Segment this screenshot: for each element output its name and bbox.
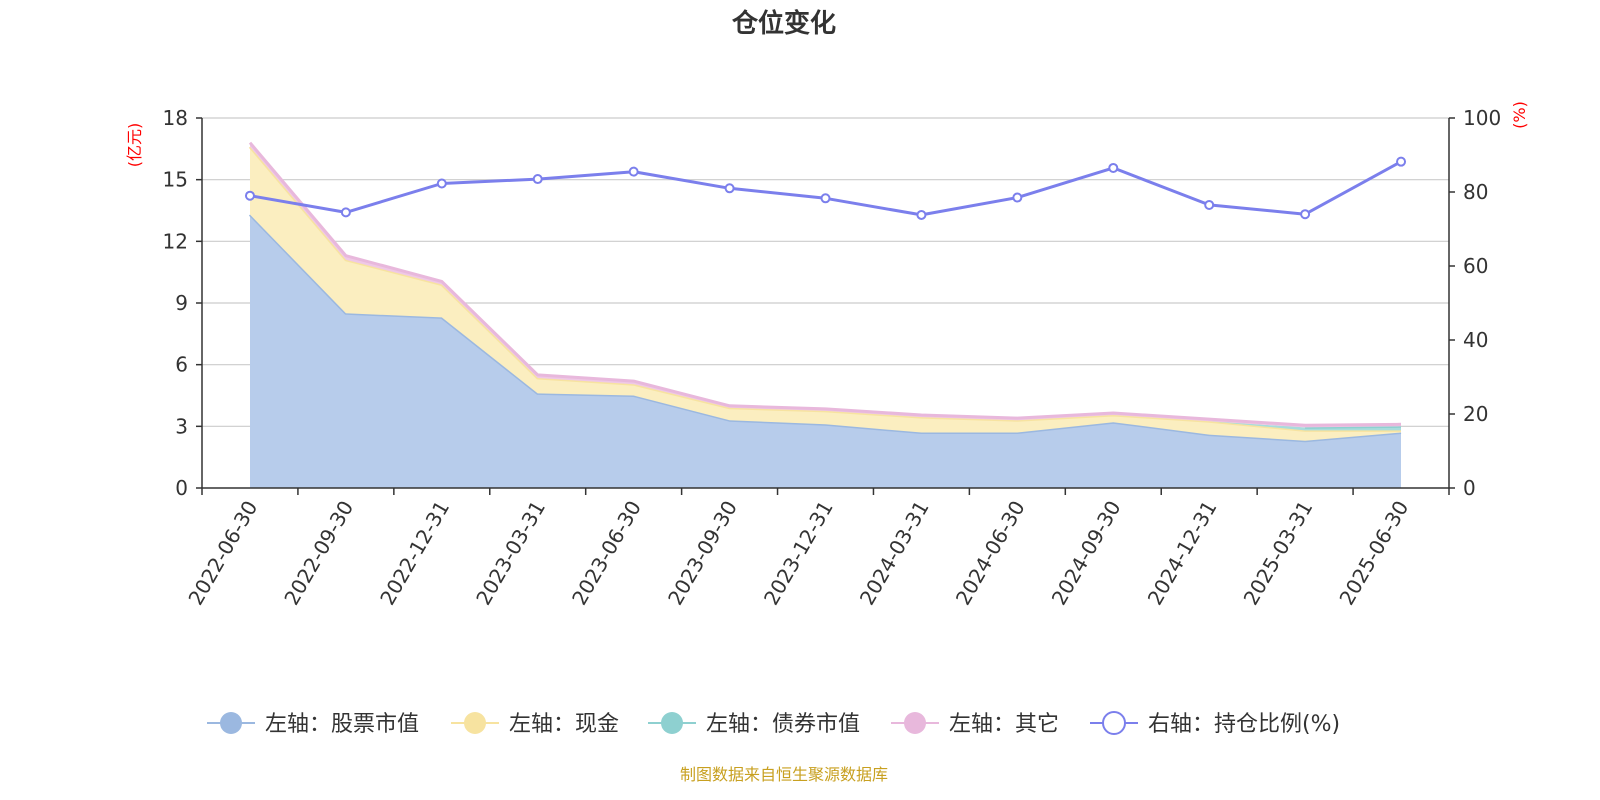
legend: 左轴：股票市值 左轴：现金 左轴：债券市值 左轴：其它 右轴：持仓比例(%)	[207, 711, 1340, 737]
legend-marker	[904, 712, 926, 734]
x-tick-label: 2022-12-31	[375, 497, 454, 610]
x-tick-label: 2025-03-31	[1239, 497, 1318, 610]
legend-label: 左轴：现金	[509, 712, 619, 737]
x-tick-label: 2024-06-30	[951, 497, 1030, 610]
right-tick-label: 80	[1463, 180, 1488, 204]
ratio-point	[244, 190, 255, 201]
left-tick-label: 15	[163, 168, 188, 192]
area-line-2	[1305, 424, 1402, 429]
right-tick-label: 60	[1463, 254, 1488, 278]
area-line-3	[248, 141, 1402, 427]
legend-marker	[464, 712, 486, 734]
x-tick-label: 2023-06-30	[567, 497, 646, 610]
left-tick-label: 18	[163, 106, 188, 130]
x-tick-label: 2022-09-30	[279, 497, 358, 610]
left-tick-label: 3	[175, 414, 188, 438]
area-0	[250, 214, 1401, 488]
left-axis-unit: (亿元)	[125, 123, 144, 168]
x-tick-label: 2024-03-31	[855, 497, 934, 610]
right-tick-label: 100	[1463, 106, 1501, 130]
ratio-point	[628, 166, 639, 177]
x-tick-label: 2023-12-31	[759, 497, 838, 610]
ratio-line	[249, 160, 1402, 217]
ratio-point	[1396, 156, 1407, 167]
ratio-point	[1012, 192, 1023, 203]
right-axis-unit: (%)	[1510, 101, 1529, 129]
left-tick-label: 0	[175, 476, 188, 500]
x-tick-label: 2023-09-30	[663, 497, 742, 610]
ratio-point	[532, 174, 543, 185]
ratio-line-layer	[244, 156, 1407, 220]
ratio-point	[1204, 199, 1215, 210]
legend-marker	[220, 712, 242, 734]
ratio-point	[820, 193, 831, 204]
x-tick-label: 2023-03-31	[471, 497, 550, 610]
ratio-point	[340, 207, 351, 218]
left-tick-label: 6	[175, 353, 188, 377]
ratio-point	[436, 178, 447, 189]
right-tick-label: 0	[1463, 476, 1476, 500]
left-tick-label: 12	[163, 229, 188, 253]
x-tick-label: 2024-12-31	[1143, 497, 1222, 610]
ratio-point	[916, 209, 927, 220]
ratio-point	[1108, 162, 1119, 173]
left-tick-label: 9	[175, 291, 188, 315]
chart-title: 仓位变化	[731, 8, 836, 39]
right-tick-label: 20	[1463, 402, 1488, 426]
ratio-point	[1300, 209, 1311, 220]
x-tick-label: 2022-06-30	[183, 497, 262, 610]
stacked-areas	[248, 141, 1402, 488]
source-note: 制图数据来自恒生聚源数据库	[680, 765, 888, 784]
ratio-point	[724, 183, 735, 194]
legend-marker	[1102, 711, 1126, 735]
legend-label: 右轴：持仓比例(%)	[1148, 712, 1340, 737]
right-tick-label: 40	[1463, 328, 1488, 352]
legend-label: 左轴：债券市值	[706, 712, 860, 737]
legend-label: 左轴：股票市值	[265, 712, 419, 737]
legend-label: 左轴：其它	[949, 712, 1059, 737]
legend-marker	[661, 712, 683, 734]
x-tick-label: 2025-06-30	[1334, 497, 1413, 610]
x-tick-label: 2024-09-30	[1047, 497, 1126, 610]
